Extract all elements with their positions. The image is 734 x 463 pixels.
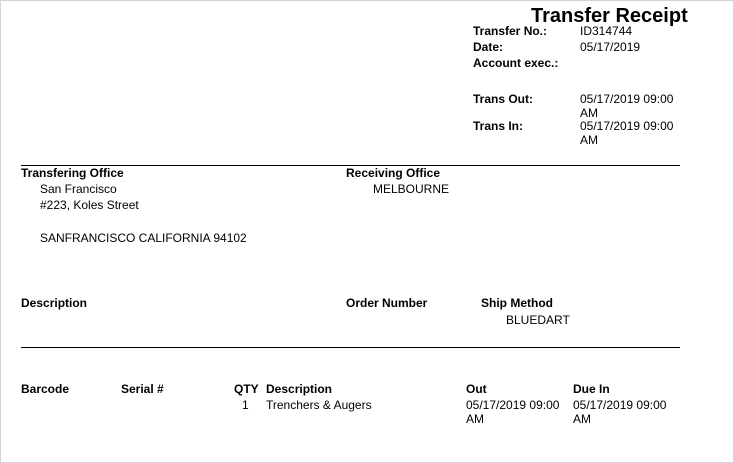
item-due-in: 05/17/2019 09:00 AM bbox=[573, 398, 667, 426]
date-value: 05/17/2019 bbox=[580, 40, 641, 54]
account-exec-label: Account exec.: bbox=[473, 56, 559, 70]
ship-method-value: BLUEDART bbox=[506, 313, 570, 327]
column-header-qty: QTY bbox=[234, 382, 259, 396]
trans-in-label: Trans In: bbox=[473, 119, 524, 133]
column-header-description: Description bbox=[266, 382, 333, 396]
column-header-barcode: Barcode bbox=[21, 382, 70, 396]
transfering-office-line1: San Francisco bbox=[40, 182, 117, 196]
description-label: Description bbox=[21, 296, 88, 310]
divider bbox=[21, 347, 680, 348]
transfering-office-label: Transfering Office bbox=[21, 166, 124, 180]
page-title: Transfer Receipt bbox=[531, 5, 688, 27]
trans-out-label: Trans Out: bbox=[473, 92, 534, 106]
trans-in-value: 05/17/2019 09:00 AM bbox=[580, 119, 674, 147]
transfer-no-label: Transfer No.: bbox=[473, 24, 548, 38]
item-out: 05/17/2019 09:00 AM bbox=[466, 398, 560, 426]
column-header-serial: Serial # bbox=[121, 382, 164, 396]
transfering-office-line3: SANFRANCISCO CALIFORNIA 94102 bbox=[40, 231, 247, 245]
transfering-office-line2: #223, Koles Street bbox=[40, 198, 139, 212]
item-qty: 1 bbox=[242, 398, 249, 412]
receiving-office-label: Receiving Office bbox=[346, 166, 441, 180]
order-number-label: Order Number bbox=[346, 296, 428, 310]
ship-method-label: Ship Method bbox=[481, 296, 553, 310]
date-label: Date: bbox=[473, 40, 504, 54]
item-description: Trenchers & Augers bbox=[266, 398, 372, 412]
column-header-out: Out bbox=[466, 382, 487, 396]
divider bbox=[21, 165, 680, 166]
column-header-due-in: Due In bbox=[573, 382, 610, 396]
trans-out-value: 05/17/2019 09:00 AM bbox=[580, 92, 674, 120]
receiving-office-line1: MELBOURNE bbox=[373, 182, 450, 196]
transfer-no-value: ID314744 bbox=[580, 24, 633, 38]
